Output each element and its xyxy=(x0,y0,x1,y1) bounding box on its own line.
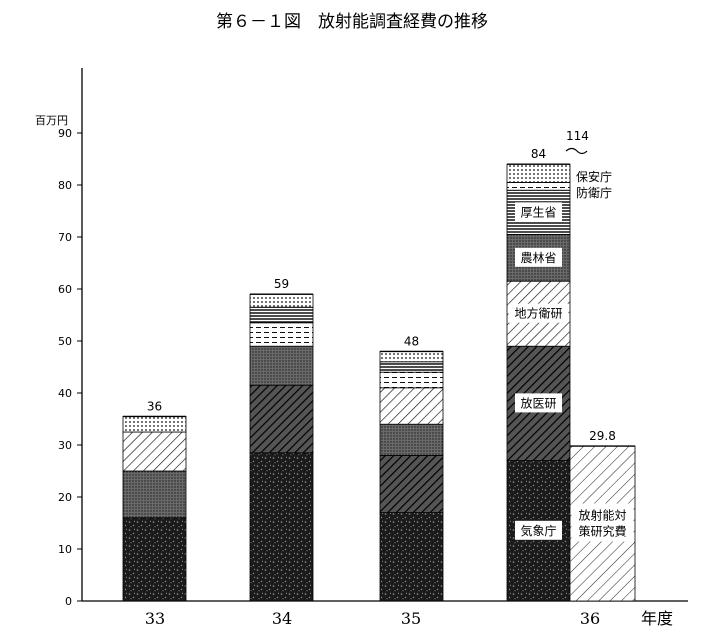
y-tick-label: 60 xyxy=(58,283,72,296)
bar-segment xyxy=(379,454,444,513)
bar-segment xyxy=(379,512,444,602)
annotation-boei-cho: 防衛庁 xyxy=(576,185,612,200)
y-tick-label: 10 xyxy=(58,543,72,556)
segment-label-bg xyxy=(571,503,634,542)
annotation-114: 114 xyxy=(565,129,589,155)
bar-segment xyxy=(249,345,314,386)
bar-segment xyxy=(122,415,187,433)
segment-label-bg xyxy=(515,247,562,267)
segment-label: 策研究費 xyxy=(578,524,626,539)
bar-35: 48 xyxy=(379,334,444,602)
y-tick-label: 0 xyxy=(65,595,72,608)
bar-total-label: 84 xyxy=(531,147,546,161)
x-tick-label: 36 xyxy=(580,609,600,628)
segment-label-bg xyxy=(515,202,562,222)
bar-segment xyxy=(506,163,571,183)
annotation-brace xyxy=(565,147,588,155)
bar-segment xyxy=(379,423,444,456)
bar-segment xyxy=(506,181,571,191)
segment-label: 気象庁 xyxy=(520,523,556,538)
segment-label: 放射能対 xyxy=(578,508,626,523)
bar-segment xyxy=(379,371,444,389)
segment-label-bg xyxy=(508,303,569,323)
segment-label: 放医研 xyxy=(520,395,556,410)
bar-total-label: 29.8 xyxy=(589,429,616,443)
y-tick-label: 20 xyxy=(58,491,72,504)
bar-segment xyxy=(379,361,444,373)
chart-title: 第６－１図 放射能調査経費の推移 xyxy=(216,12,488,32)
segment-label: 地方衛研 xyxy=(514,306,562,321)
annotation-114-label: 114 xyxy=(566,129,589,143)
y-tick-label: 50 xyxy=(58,335,72,348)
y-tick-label: 70 xyxy=(58,231,72,244)
bar-36: 気象庁 放医研 地方衛研 農林省 厚生省 84 xyxy=(506,147,571,602)
bar-segment xyxy=(249,293,314,308)
bar-segment xyxy=(122,517,187,602)
bar-34: 59 xyxy=(249,277,314,602)
bar-segment xyxy=(249,322,314,347)
y-tick-label: 40 xyxy=(58,387,72,400)
bar-total-label: 36 xyxy=(147,399,162,413)
bar-segment xyxy=(249,306,314,324)
y-tick-label: 80 xyxy=(58,179,72,192)
x-axis-label: 年度 xyxy=(641,609,673,628)
bar-segment xyxy=(249,384,314,454)
bar-segment xyxy=(249,452,314,602)
y-tick-label: 90 xyxy=(58,127,72,140)
segment-label-bg xyxy=(515,393,562,413)
bar-segment xyxy=(379,350,444,363)
annotation-hoan-cho: 保安庁 xyxy=(576,169,612,184)
bar-total-label: 59 xyxy=(274,277,289,291)
bar-33: 36 xyxy=(122,399,187,602)
segment-label: 農林省 xyxy=(520,251,556,265)
bar-total-label: 48 xyxy=(404,334,419,348)
segment-label: 厚生省 xyxy=(520,205,556,219)
bar-segment xyxy=(122,431,187,472)
x-tick-label: 34 xyxy=(272,609,292,628)
y-axis-label: 百万円 xyxy=(35,114,68,127)
x-tick-label: 35 xyxy=(401,609,421,628)
x-tick-label: 33 xyxy=(145,609,165,628)
y-tick-label: 30 xyxy=(58,439,72,452)
bar-segment xyxy=(379,387,444,425)
segment-label-bg xyxy=(515,520,562,540)
bar-segment xyxy=(122,470,187,519)
